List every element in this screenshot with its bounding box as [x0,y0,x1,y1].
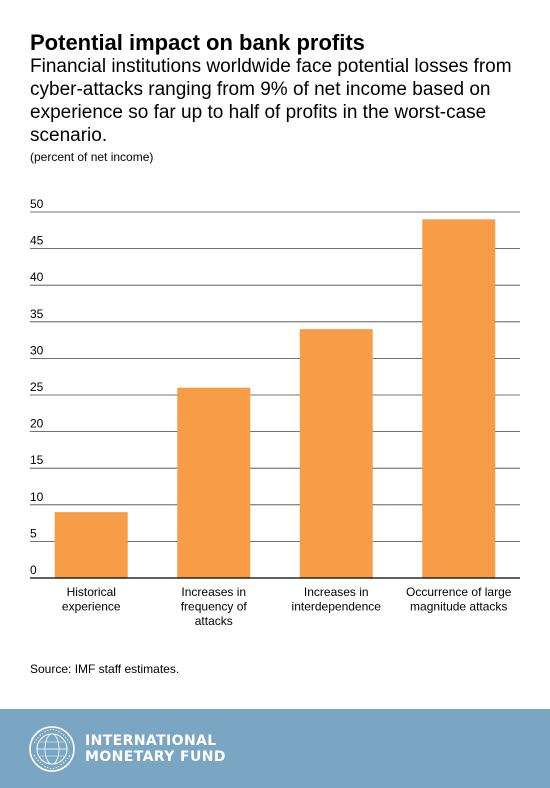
org-name-line-1: INTERNATIONAL [85,733,217,749]
source-note: Source: IMF staff estimates. [30,662,180,676]
y-tick-label: 45 [30,234,44,248]
x-tick-label-line: experience [62,600,121,614]
x-tick-label: Historical experience [62,585,121,614]
x-tick-label-line: Increases in [181,585,246,599]
footer-bar: INTERNATIONAL MONETARY FUND [0,709,550,788]
y-tick-label: 50 [30,197,44,211]
y-tick-label: 35 [30,307,44,321]
y-tick-label: 30 [30,343,44,357]
y-tick-label: 10 [30,490,44,504]
chart-subtitle: Financial institutions worldwide face po… [30,56,512,146]
chart-title: Potential impact on bank profits [30,30,365,55]
bar [177,387,251,578]
org-name: INTERNATIONAL MONETARY FUND [85,733,226,765]
x-tick-label: Increases in interdependence [292,585,382,614]
x-tick-label-line: Historical [67,585,116,599]
x-tick-label-line: Increases in [304,585,369,599]
x-tick-label-line: Occurrence of large [406,585,512,599]
y-tick-label: 0 [30,563,37,577]
imf-seal-icon [29,726,75,772]
bar [54,512,128,578]
x-tick-label-line: magnitude attacks [410,600,507,614]
bar [299,329,373,578]
x-tick-label-line: interdependence [292,600,382,614]
bar [422,219,496,578]
y-tick-label: 5 [30,526,37,540]
unit-note: (percent of net income) [30,150,154,164]
x-tick-label-line: frequency of [181,600,248,614]
y-tick-label: 15 [30,453,44,467]
x-tick-label-line: attacks [195,614,233,628]
x-tick-label: Increases in frequency of attacks [181,585,248,628]
bar-chart: 0 5 10 15 20 25 30 35 40 45 50 Historical experience… [30,197,520,628]
x-tick-label: Occurrence of large magnitude attacks [406,585,512,614]
y-tick-label: 40 [30,270,44,284]
org-name-line-2: MONETARY FUND [85,749,226,765]
y-tick-label: 25 [30,380,44,394]
y-tick-label: 20 [30,417,44,431]
